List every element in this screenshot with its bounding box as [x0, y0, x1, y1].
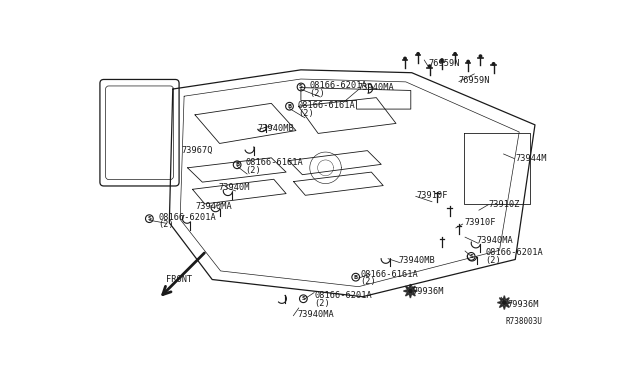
Text: 76959N: 76959N	[459, 76, 490, 84]
Polygon shape	[497, 296, 511, 310]
Circle shape	[440, 58, 444, 62]
Text: S: S	[299, 84, 303, 90]
Text: 73940MB: 73940MB	[399, 256, 436, 265]
Text: 73940MA: 73940MA	[357, 83, 394, 92]
Circle shape	[408, 289, 413, 294]
Text: 73910Z: 73910Z	[489, 199, 520, 209]
Text: S: S	[469, 254, 473, 259]
Text: S: S	[147, 216, 152, 221]
Text: B: B	[287, 104, 292, 109]
Circle shape	[403, 57, 407, 60]
Text: 73940MA: 73940MA	[297, 310, 334, 319]
Text: 08166-6161A: 08166-6161A	[246, 158, 303, 167]
Circle shape	[466, 60, 470, 64]
Text: FRONT: FRONT	[166, 275, 193, 284]
Text: 73910F: 73910F	[464, 218, 496, 227]
Text: 08166-6201A: 08166-6201A	[159, 213, 216, 222]
Circle shape	[502, 300, 507, 305]
Text: 73967Q: 73967Q	[182, 147, 213, 155]
Text: (2): (2)	[298, 109, 314, 118]
Text: (2): (2)	[246, 166, 261, 174]
Text: 08166-6201A: 08166-6201A	[314, 291, 372, 300]
Text: 73940MB: 73940MB	[257, 124, 294, 133]
Circle shape	[453, 52, 457, 56]
Text: 73944M: 73944M	[515, 154, 547, 163]
Circle shape	[492, 62, 495, 66]
Text: 79936M: 79936M	[508, 299, 539, 309]
Text: (2): (2)	[485, 256, 501, 265]
Text: R738003U: R738003U	[505, 317, 542, 326]
Text: (2): (2)	[314, 299, 330, 308]
Text: 76959N: 76959N	[428, 60, 460, 68]
Text: 73910F: 73910F	[417, 191, 448, 200]
Text: 79936M: 79936M	[413, 286, 444, 295]
Circle shape	[416, 52, 420, 56]
Text: (2): (2)	[159, 220, 174, 229]
Text: 08166-6201A: 08166-6201A	[485, 248, 543, 257]
Text: 08166-6161A: 08166-6161A	[360, 270, 418, 279]
Text: 73940MA: 73940MA	[477, 237, 513, 246]
Circle shape	[479, 54, 483, 58]
Text: (2): (2)	[360, 277, 376, 286]
Text: 73940M: 73940M	[219, 183, 250, 192]
Polygon shape	[403, 284, 417, 298]
Circle shape	[428, 64, 431, 68]
Text: 08166-6161A: 08166-6161A	[298, 101, 356, 110]
Text: (2): (2)	[310, 89, 325, 97]
Text: B: B	[235, 162, 239, 167]
Text: 73940MA: 73940MA	[196, 202, 232, 211]
Text: B: B	[353, 275, 358, 280]
Text: S: S	[301, 296, 305, 301]
Text: 08166-6201A: 08166-6201A	[310, 81, 367, 90]
